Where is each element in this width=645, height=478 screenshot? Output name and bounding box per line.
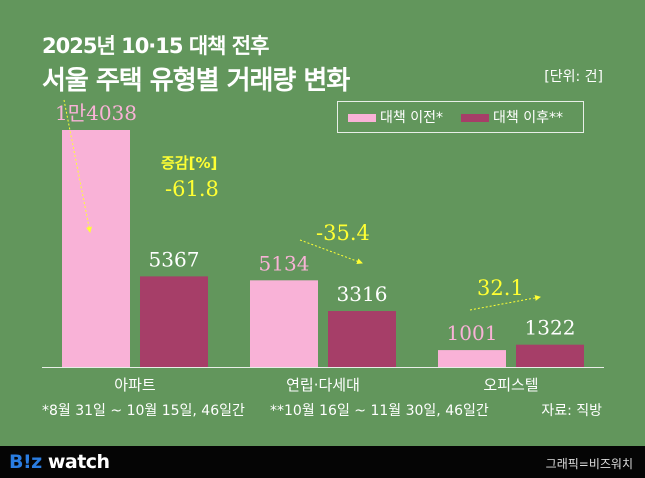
graphic-credit: 그래픽=비즈워치 xyxy=(545,457,633,471)
bar-before xyxy=(438,350,506,367)
legend-swatch-after xyxy=(460,114,489,122)
change-arrow xyxy=(299,239,363,265)
category-label: 연립·다세대 xyxy=(286,376,360,394)
change-title: 증감[%] xyxy=(161,154,217,172)
legend-before: 대책 이전* xyxy=(348,107,443,127)
bar-before xyxy=(62,130,130,367)
footer-bar: B!z watch 그래픽=비즈워치 xyxy=(0,446,645,478)
data-label: 5367 xyxy=(149,247,200,271)
category-label: 아파트 xyxy=(114,376,156,394)
data-label: 3316 xyxy=(337,282,388,306)
chart-title-line2: 서울 주택 유형별 거래량 변화 xyxy=(42,66,350,96)
category-label: 오피스텔 xyxy=(483,376,538,394)
change-label: 32.1 xyxy=(477,276,524,300)
bar-after xyxy=(328,311,396,367)
legend-label-after: 대책 이후** xyxy=(492,110,563,126)
data-label: 1322 xyxy=(525,316,576,340)
bar-plot: 1만4038 5367 아파트 5134 3316 연립·다세대 1001 1322 오피스텔 -… xyxy=(42,99,604,394)
legend-after: 대책 이후** xyxy=(460,107,563,127)
chart-title-line1: 2025년 10·15 대책 전후 xyxy=(42,34,269,58)
bar-before xyxy=(250,280,318,367)
change-arrow xyxy=(63,99,92,233)
unit-label: [단위: 건] xyxy=(544,69,603,85)
data-label: 1만4038 xyxy=(55,101,137,125)
change-label: -35.4 xyxy=(316,221,370,245)
bar-after xyxy=(140,276,208,367)
bar-after xyxy=(516,344,584,367)
legend: 대책 이전* 대책 이후** xyxy=(337,101,584,133)
source: 자료: 직방 xyxy=(541,403,602,419)
legend-label-before: 대책 이전* xyxy=(380,110,443,126)
footnote-after: **10월 16일 ~ 11월 30일, 46일간 xyxy=(270,403,489,419)
bizwatch-logo: B!z watch xyxy=(9,451,110,473)
data-label: 1001 xyxy=(447,321,498,345)
change-label: -61.8 xyxy=(165,177,219,201)
footnote-before: *8월 31일 ~ 10월 15일, 46일간 xyxy=(42,403,245,419)
data-label: 5134 xyxy=(259,251,310,275)
legend-swatch-before xyxy=(348,114,376,122)
